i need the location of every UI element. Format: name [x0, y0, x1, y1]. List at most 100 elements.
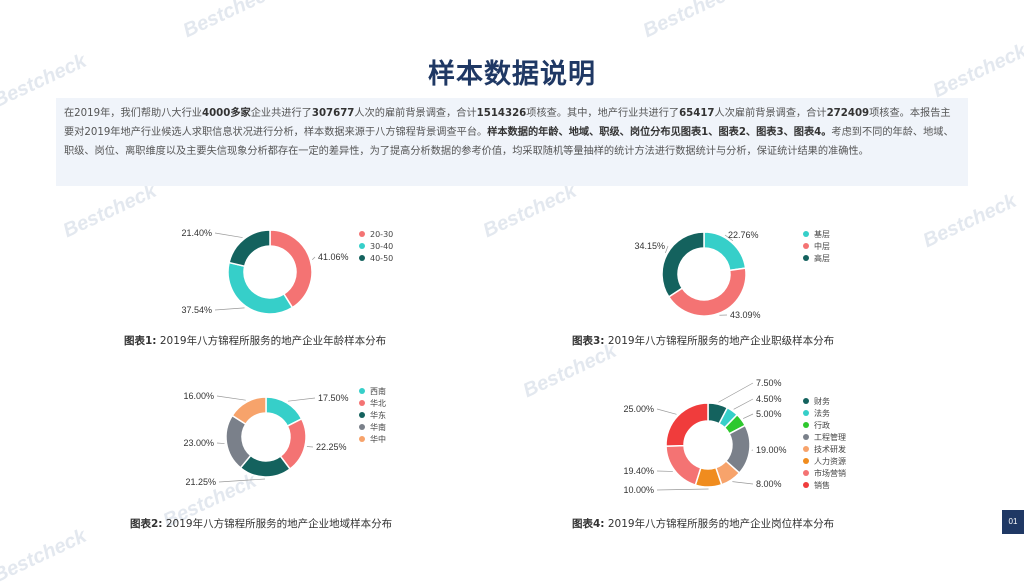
data-label: 4.50%	[756, 394, 782, 404]
legend-label: 30-40	[370, 242, 393, 251]
legend-marker	[803, 398, 809, 404]
legend-marker	[803, 231, 809, 237]
watermark: Bestcheck	[0, 525, 90, 588]
legend-label: 华中	[370, 434, 386, 444]
leader-line	[743, 414, 753, 419]
leader-line	[217, 443, 225, 444]
position-donut-chart: 7.50%财务4.50%法务5.00%行政19.00%工程管理8.00%技术研发…	[580, 375, 880, 505]
intro-text: 企业共进行了	[251, 108, 312, 119]
legend-label: 中层	[814, 241, 830, 251]
legend-marker	[803, 470, 809, 476]
intro-highlight: 65417	[679, 108, 714, 119]
legend-label: 人力资源	[814, 456, 846, 466]
data-label: 21.25%	[185, 477, 216, 487]
leader-line	[219, 479, 265, 482]
data-label: 37.54%	[181, 305, 212, 315]
leader-line	[307, 446, 313, 447]
region-donut-chart: 17.50% 西南 22.25% 华北 21.25% 华东 23.00% 华南 16.00% 华中	[150, 385, 450, 495]
chart-caption-1: 图表1: 2019年八方锦程所服务的地产企业年龄样本分布	[124, 333, 386, 348]
donut-slice	[270, 230, 312, 308]
legend-marker	[803, 255, 809, 261]
leader-line	[215, 233, 243, 238]
data-label: 21.40%	[181, 228, 212, 238]
data-label: 16.00%	[183, 391, 214, 401]
legend-label: 20-30	[370, 230, 393, 239]
legend-marker	[359, 243, 365, 249]
legend-label: 华南	[370, 422, 386, 432]
legend-label: 基层	[814, 229, 830, 239]
data-label: 22.76%	[728, 230, 759, 240]
age-donut-chart: 41.06% 20-30 37.54% 30-40 21.40% 40-50	[150, 220, 450, 330]
donut-slice	[666, 446, 701, 485]
donut-slice	[229, 230, 270, 266]
legend-label: 销售	[814, 480, 830, 490]
data-label: 10.00%	[623, 485, 654, 495]
leader-line	[215, 308, 245, 310]
intro-highlight: 307677	[312, 108, 355, 119]
leader-line	[657, 489, 709, 490]
intro-highlight: 样本数据的年龄、地域、职级、岗位分布见图表1、图表2、图表3、图表4。	[487, 127, 831, 138]
intro-box: 在2019年，我们帮助八大行业4000多家企业共进行了307677人次的雇前背景…	[56, 98, 968, 186]
leader-line	[288, 398, 315, 401]
donut-slice	[669, 268, 746, 316]
legend-marker	[359, 412, 365, 418]
data-label: 34.15%	[634, 241, 665, 251]
page-number: 01	[1002, 510, 1024, 534]
intro-highlight: 1514326	[477, 108, 527, 119]
intro-highlight: 272409	[827, 108, 870, 119]
donut-slice	[662, 232, 704, 297]
leader-line	[217, 396, 246, 400]
legend-label: 工程管理	[814, 432, 846, 442]
legend-label: 40-50	[370, 254, 393, 263]
intro-text: 人次的雇前背景调查，合计	[354, 108, 476, 119]
legend-label: 高层	[814, 253, 830, 263]
legend-marker	[359, 388, 365, 394]
watermark: Bestcheck	[920, 190, 1020, 253]
leader-line	[718, 383, 753, 402]
intro-text: 项核查。	[869, 108, 910, 119]
watermark: Bestcheck	[640, 0, 740, 43]
data-label: 17.50%	[318, 393, 349, 403]
intro-text: 在2019年，我们帮助八大行业	[64, 108, 202, 119]
watermark: Bestcheck	[60, 180, 160, 243]
legend-marker	[803, 482, 809, 488]
leader-line	[734, 399, 753, 409]
data-label: 41.06%	[318, 252, 349, 262]
legend-label: 华东	[370, 410, 386, 420]
intro-highlight: 4000多家	[202, 108, 251, 119]
legend-marker	[359, 400, 365, 406]
legend-label: 行政	[814, 420, 830, 430]
legend-marker	[359, 424, 365, 430]
data-label: 19.00%	[756, 445, 787, 455]
legend-label: 法务	[814, 408, 830, 418]
chart-caption-3: 图表3: 2019年八方锦程所服务的地产企业职级样本分布	[572, 333, 834, 348]
legend-marker	[803, 458, 809, 464]
intro-text: 项核查。其中，地产行业共进行了	[526, 108, 679, 119]
data-label: 23.00%	[183, 438, 214, 448]
data-label: 5.00%	[756, 409, 782, 419]
data-label: 22.25%	[316, 442, 347, 452]
legend-marker	[803, 446, 809, 452]
legend-label: 市场营销	[814, 468, 846, 478]
watermark: Bestcheck	[180, 0, 280, 43]
intro-paragraph-1: 在2019年，我们帮助八大行业4000多家企业共进行了307677人次的雇前背景…	[64, 104, 960, 161]
legend-marker	[359, 436, 365, 442]
legend-marker	[803, 410, 809, 416]
data-label: 19.40%	[623, 466, 654, 476]
chart-caption-4: 图表4: 2019年八方锦程所服务的地产企业岗位样本分布	[572, 516, 834, 531]
legend-label: 华北	[370, 398, 386, 408]
intro-text: 人次雇前背景调查，合计	[715, 108, 827, 119]
chart-caption-2: 图表2: 2019年八方锦程所服务的地产企业地域样本分布	[130, 516, 392, 531]
data-label: 25.00%	[623, 404, 654, 414]
leader-line	[312, 257, 315, 260]
donut-slice	[228, 263, 292, 314]
legend-marker	[803, 243, 809, 249]
donut-slice	[666, 403, 708, 446]
legend-label: 西南	[370, 386, 386, 396]
page-title: 样本数据说明	[0, 52, 1024, 91]
legend-marker	[359, 231, 365, 237]
data-label: 8.00%	[756, 479, 782, 489]
data-label: 7.50%	[756, 378, 782, 388]
legend-marker	[803, 434, 809, 440]
